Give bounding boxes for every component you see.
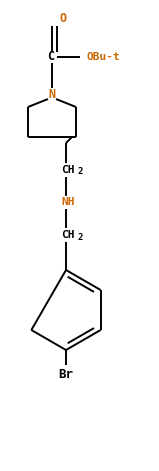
Text: C: C (47, 50, 55, 64)
Text: OBu-t: OBu-t (86, 52, 120, 62)
Text: N: N (48, 88, 55, 100)
Text: CH: CH (61, 165, 75, 175)
Text: Br: Br (59, 367, 73, 381)
Text: 2: 2 (77, 168, 83, 177)
Text: 2: 2 (77, 233, 83, 242)
Text: CH: CH (61, 230, 75, 240)
Text: NH: NH (61, 197, 75, 207)
Text: O: O (59, 11, 67, 24)
